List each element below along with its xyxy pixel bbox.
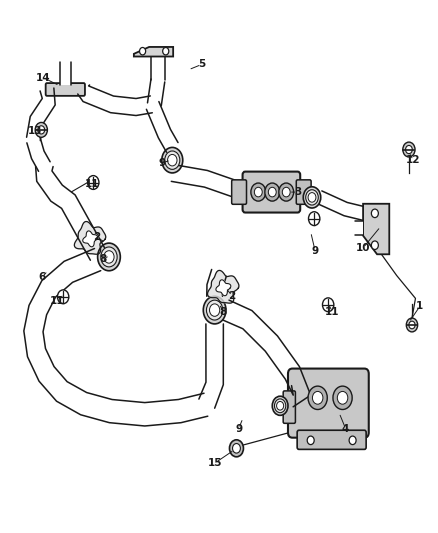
Text: 4: 4 <box>342 424 349 434</box>
Text: 9: 9 <box>311 246 318 255</box>
Polygon shape <box>74 222 106 254</box>
Polygon shape <box>318 191 368 221</box>
Circle shape <box>268 187 276 197</box>
Polygon shape <box>208 270 239 303</box>
Text: 2: 2 <box>229 290 236 301</box>
Circle shape <box>303 187 321 208</box>
Circle shape <box>409 321 415 329</box>
Circle shape <box>57 290 69 304</box>
Polygon shape <box>171 165 244 198</box>
Circle shape <box>35 123 47 138</box>
Circle shape <box>203 296 226 324</box>
Circle shape <box>251 183 266 201</box>
Text: 10: 10 <box>356 243 371 253</box>
Text: 8: 8 <box>100 254 107 263</box>
Circle shape <box>371 209 378 217</box>
Circle shape <box>312 391 323 404</box>
Polygon shape <box>151 56 165 80</box>
Polygon shape <box>27 88 55 141</box>
FancyBboxPatch shape <box>283 391 295 423</box>
Circle shape <box>38 126 45 134</box>
Circle shape <box>209 304 220 316</box>
Circle shape <box>98 243 120 271</box>
Circle shape <box>403 142 415 157</box>
FancyBboxPatch shape <box>243 172 300 213</box>
Circle shape <box>104 251 114 263</box>
Circle shape <box>371 241 378 249</box>
Circle shape <box>283 187 290 197</box>
Circle shape <box>337 391 348 404</box>
Polygon shape <box>207 270 226 296</box>
Polygon shape <box>60 62 71 85</box>
Circle shape <box>230 440 244 457</box>
Circle shape <box>406 146 412 154</box>
Circle shape <box>162 148 183 173</box>
Circle shape <box>308 386 327 409</box>
Polygon shape <box>355 221 363 235</box>
Polygon shape <box>223 300 311 407</box>
Text: 13: 13 <box>28 126 42 136</box>
Circle shape <box>272 396 288 415</box>
FancyBboxPatch shape <box>288 368 369 438</box>
Circle shape <box>333 386 352 409</box>
Circle shape <box>349 436 356 445</box>
FancyBboxPatch shape <box>232 180 247 204</box>
Polygon shape <box>83 231 98 247</box>
Circle shape <box>306 190 318 205</box>
Circle shape <box>101 247 117 267</box>
Circle shape <box>265 183 280 201</box>
Circle shape <box>165 151 180 169</box>
Text: 1: 1 <box>416 301 424 311</box>
Text: 5: 5 <box>198 60 205 69</box>
Circle shape <box>308 192 316 202</box>
Polygon shape <box>146 102 178 152</box>
Polygon shape <box>27 137 50 171</box>
Polygon shape <box>35 166 105 260</box>
Circle shape <box>233 443 240 453</box>
FancyBboxPatch shape <box>297 430 366 449</box>
Text: 14: 14 <box>36 73 51 83</box>
Circle shape <box>279 183 293 201</box>
Text: 9: 9 <box>159 158 166 168</box>
Polygon shape <box>24 248 208 426</box>
Text: 15: 15 <box>207 458 222 468</box>
Polygon shape <box>216 280 231 296</box>
Circle shape <box>162 47 169 55</box>
Polygon shape <box>148 79 165 106</box>
Text: 11: 11 <box>85 179 99 189</box>
Text: 2: 2 <box>93 232 100 243</box>
Circle shape <box>276 401 284 410</box>
Polygon shape <box>199 324 223 408</box>
Text: 8: 8 <box>220 306 227 317</box>
Polygon shape <box>78 85 152 116</box>
FancyBboxPatch shape <box>296 180 311 204</box>
Text: 3: 3 <box>294 187 301 197</box>
Text: 12: 12 <box>406 155 420 165</box>
Circle shape <box>307 436 314 445</box>
Circle shape <box>406 318 418 332</box>
Circle shape <box>322 298 334 312</box>
Text: 11: 11 <box>50 296 65 306</box>
Polygon shape <box>134 47 173 56</box>
Circle shape <box>88 175 99 189</box>
FancyBboxPatch shape <box>46 83 85 96</box>
Circle shape <box>168 155 177 166</box>
Circle shape <box>140 47 146 55</box>
Text: 6: 6 <box>39 272 46 282</box>
Text: 11: 11 <box>325 306 340 317</box>
Circle shape <box>275 399 286 413</box>
Circle shape <box>308 212 320 225</box>
Circle shape <box>206 300 223 320</box>
Text: 9: 9 <box>235 424 242 434</box>
Circle shape <box>254 187 262 197</box>
Polygon shape <box>363 204 389 254</box>
